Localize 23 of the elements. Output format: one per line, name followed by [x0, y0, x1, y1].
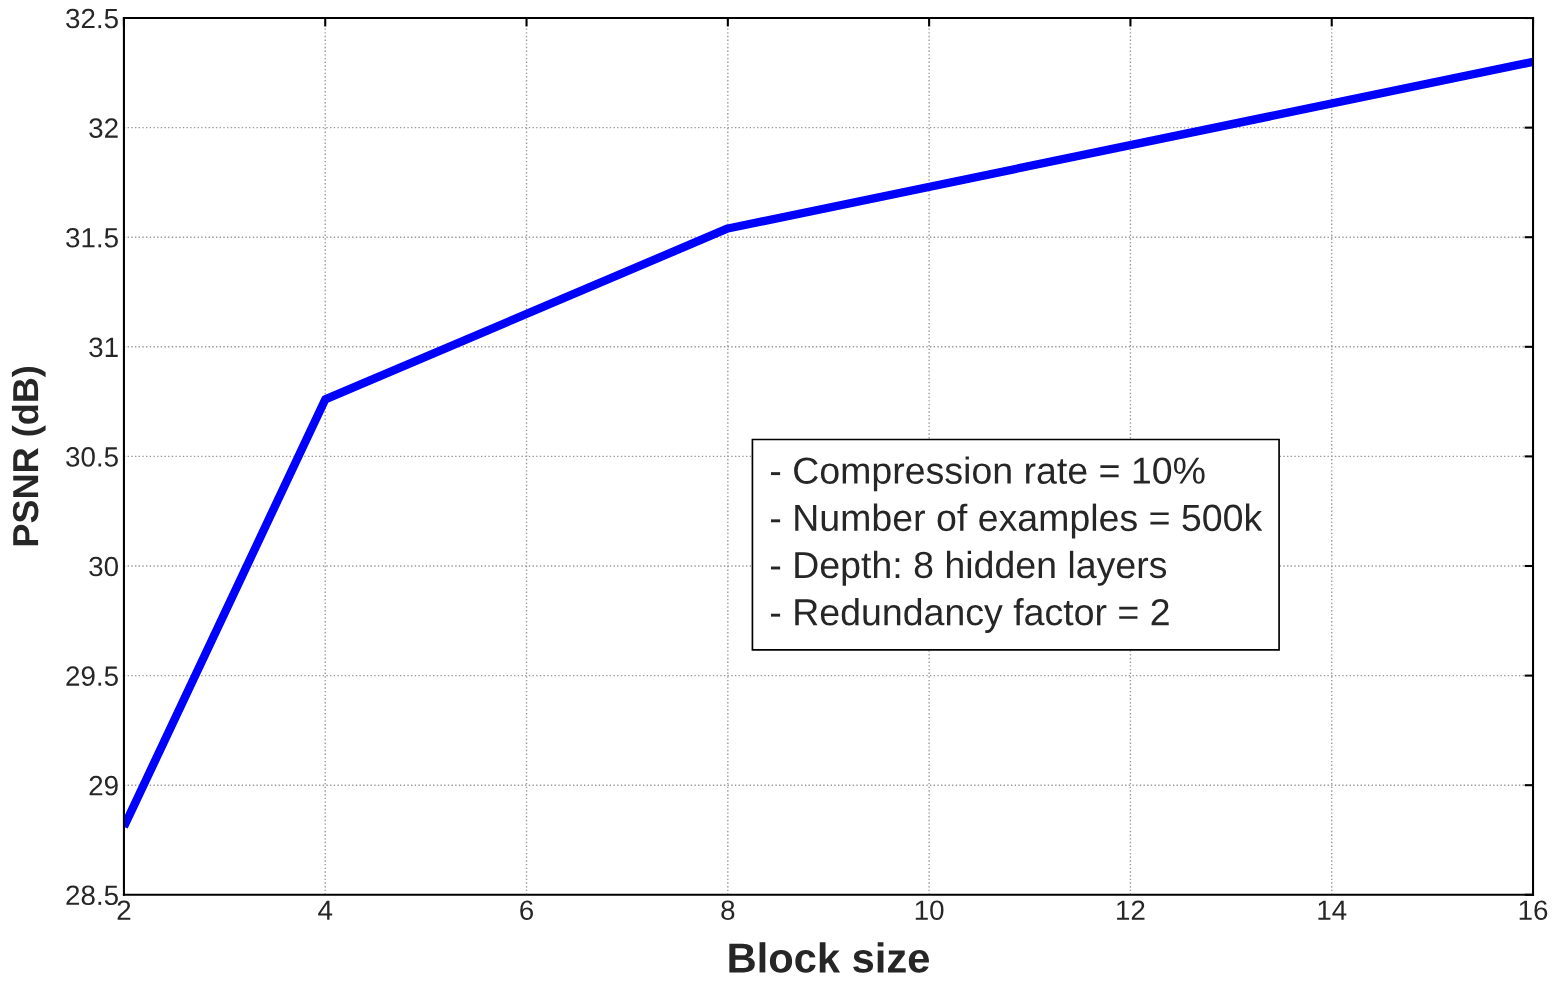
x-axis-title: Block size	[729, 942, 929, 973]
y-tick-label: 29.5	[66, 666, 118, 686]
x-tick-label: 8	[721, 900, 735, 921]
y-tick-label: 30.5	[66, 447, 118, 467]
y-tick-label: 29	[89, 775, 118, 796]
y-tick-label: 32.5	[66, 8, 118, 29]
y-axis-title: PSNR (dB)	[11, 366, 46, 546]
y-tick-label: 31.5	[66, 227, 118, 248]
x-tick-label: 6	[520, 900, 534, 921]
x-tick-label: 10	[915, 900, 944, 921]
y-tick-label: 28.5	[66, 885, 118, 906]
x-tick-label: 2	[117, 900, 131, 920]
x-tick-label: 14	[1318, 900, 1347, 920]
annotation: - Redundancy factor = 2	[770, 597, 1169, 633]
y-tick-label: 31	[89, 337, 118, 358]
annotation: - Compression rate = 10%	[770, 456, 1205, 492]
y-tick-label: 32	[89, 118, 118, 138]
x-tick-label: 12	[1117, 900, 1145, 920]
y-tick-label: 30	[89, 556, 118, 577]
annotation: - Depth: 8 hidden layers	[770, 550, 1167, 586]
annotation: - Number of examples = 500k	[770, 503, 1263, 539]
x-tick-label: 4	[318, 900, 333, 920]
x-tick-label: 16	[1519, 900, 1548, 921]
